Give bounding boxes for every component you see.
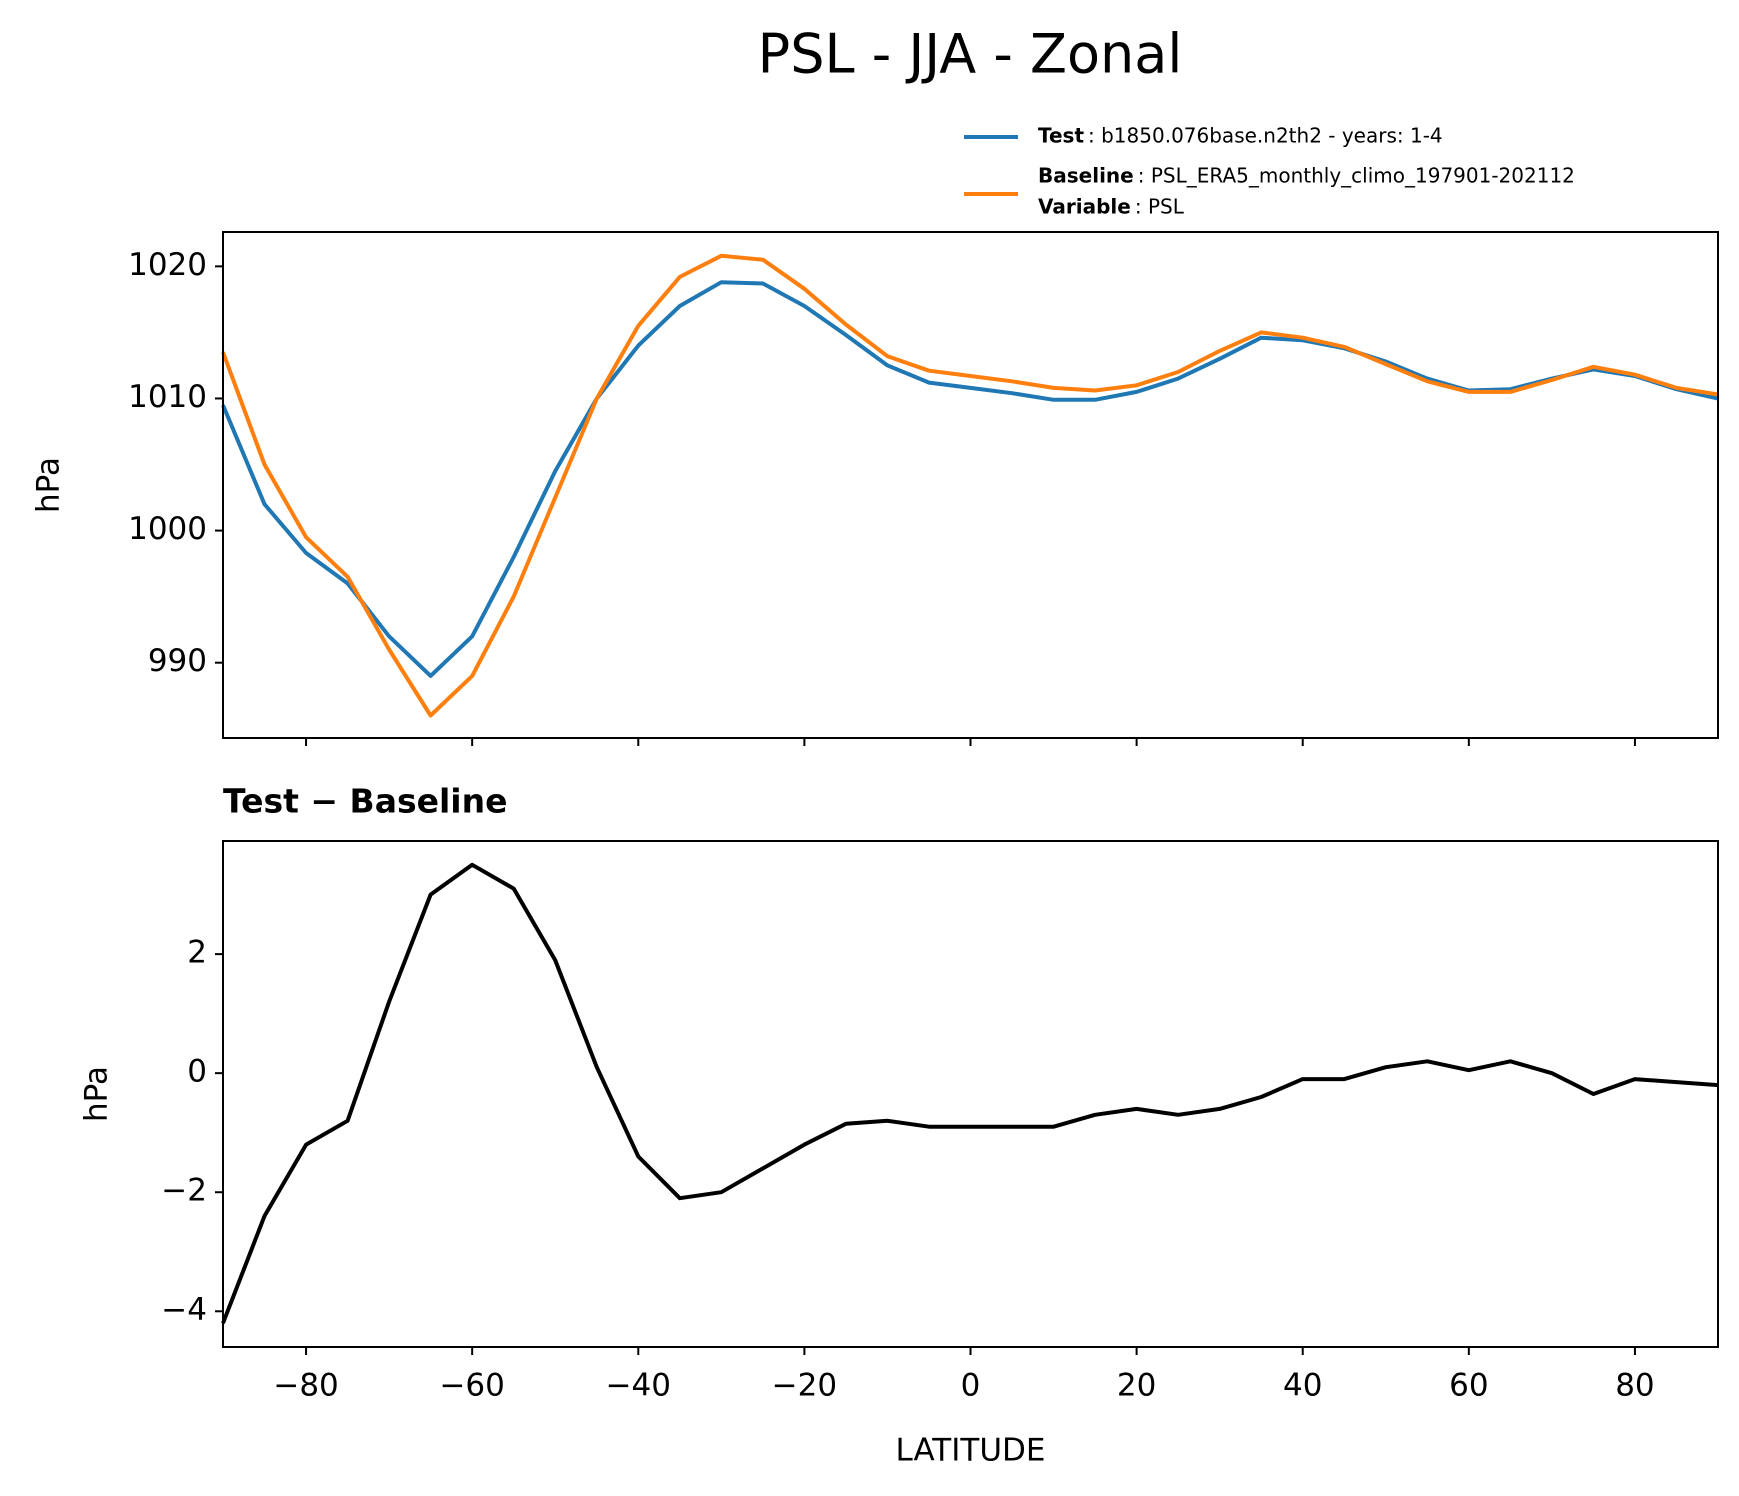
- x-tick-label: −60: [439, 1368, 504, 1404]
- x-tick-label: 60: [1449, 1368, 1488, 1404]
- y-tick-label: −4: [161, 1292, 207, 1328]
- y-tick-label: 1020: [128, 247, 207, 283]
- legend-description: : PSL_ERA5_monthly_climo_197901-202112: [1138, 164, 1575, 188]
- y-axis-label: hPa: [79, 1066, 115, 1122]
- y-axis-label: hPa: [31, 457, 67, 513]
- y-tick-label: 0: [187, 1054, 207, 1090]
- x-tick-label: 0: [961, 1368, 981, 1404]
- legend-description: : b1850.076base.n2th2 - years: 1-4: [1088, 124, 1443, 148]
- axes-frame: [222, 231, 1719, 739]
- x-tick-label: −80: [273, 1368, 338, 1404]
- x-tick-label: 80: [1615, 1368, 1654, 1404]
- data-line: [221, 253, 1719, 718]
- legend-label: Variable: [1038, 195, 1131, 219]
- figure-title: PSL - JJA - Zonal: [758, 23, 1183, 86]
- y-tick-label: 2: [187, 935, 207, 971]
- x-tick-label: 20: [1117, 1368, 1156, 1404]
- legend-description: : PSL: [1135, 195, 1185, 219]
- x-axis-label: LATITUDE: [896, 1433, 1046, 1469]
- legend-label: Test: [1038, 124, 1084, 148]
- axes-frame: [222, 840, 1719, 1348]
- data-line: [221, 280, 1719, 678]
- y-tick-label: 1000: [128, 511, 207, 547]
- x-tick-label: −40: [606, 1368, 671, 1404]
- y-tick-label: 1010: [128, 379, 207, 415]
- x-tick-label: 40: [1283, 1368, 1322, 1404]
- legend-label: Baseline: [1038, 164, 1134, 188]
- panel-title: Test − Baseline: [223, 782, 508, 821]
- y-tick-label: 990: [148, 643, 207, 679]
- x-tick-label: −20: [772, 1368, 837, 1404]
- y-tick-label: −2: [161, 1173, 207, 1209]
- data-line: [221, 862, 1719, 1324]
